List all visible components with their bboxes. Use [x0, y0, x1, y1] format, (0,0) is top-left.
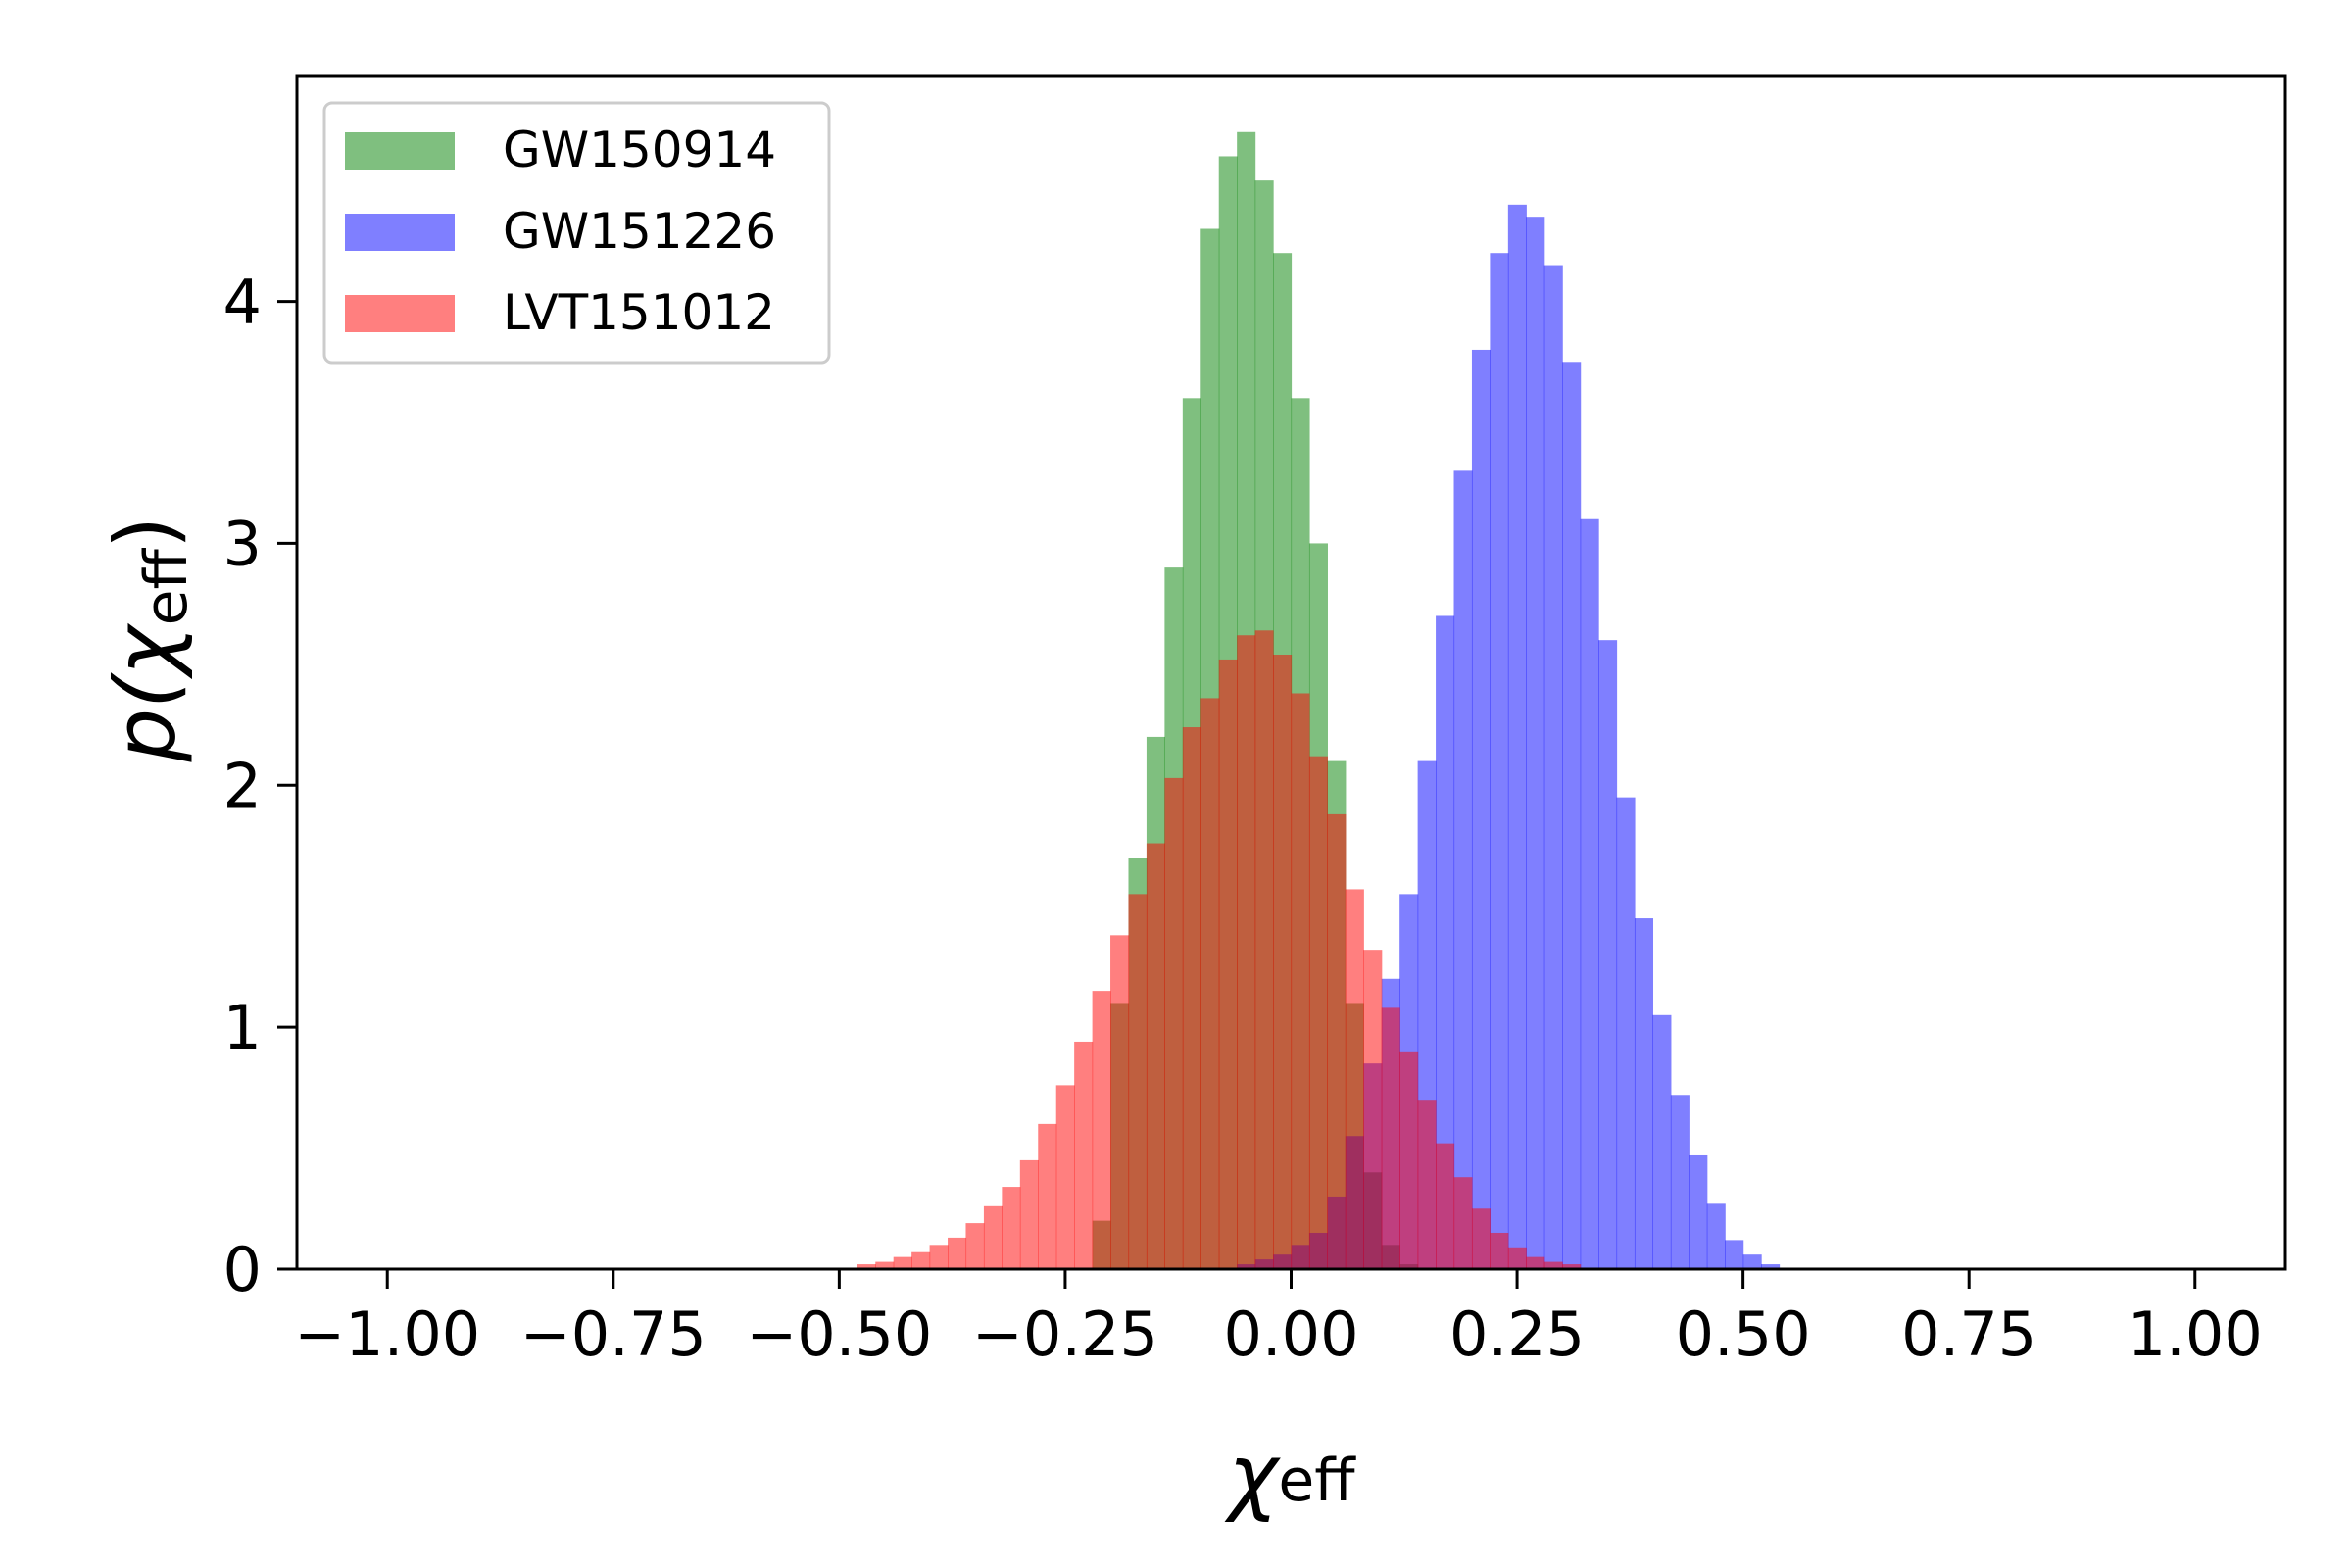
- histogram-bar: [1092, 991, 1111, 1269]
- histogram-bar: [1725, 1240, 1744, 1269]
- x-tick-label: 1.00: [2128, 1298, 2263, 1370]
- histogram-bar: [1544, 1261, 1563, 1269]
- histogram-bar: [1598, 640, 1618, 1269]
- histogram-bar: [1436, 615, 1455, 1269]
- histogram-bar: [1273, 654, 1293, 1269]
- legend-label: LVT151012: [503, 284, 775, 341]
- y-axis-label-subscript: eff: [132, 547, 201, 625]
- legend-label: GW150914: [503, 122, 776, 178]
- histogram-bar: [1471, 349, 1491, 1269]
- y-axis-ticks: 0 1 2 3 4: [223, 267, 297, 1305]
- histogram-bar: [1526, 1256, 1545, 1269]
- y-axis-label-suffix: ): [97, 516, 195, 550]
- histogram-bar: [1453, 1177, 1473, 1269]
- series-lvt151012: [857, 630, 1582, 1269]
- histogram-bar: [1507, 1247, 1527, 1269]
- histogram-bar: [1616, 797, 1636, 1269]
- histogram-bar: [1128, 894, 1148, 1269]
- histogram-bar: [1200, 698, 1220, 1269]
- histogram-bar: [1507, 204, 1527, 1270]
- histogram-bar: [1363, 950, 1383, 1269]
- histogram-bar: [929, 1245, 949, 1269]
- y-tick-label: 2: [223, 750, 262, 821]
- histogram-bar: [1019, 1159, 1039, 1269]
- histogram-bar: [1471, 1208, 1491, 1269]
- histogram-bar: [1002, 1187, 1021, 1269]
- x-tick-label: 0.75: [1901, 1298, 2036, 1370]
- y-tick-label: 4: [223, 267, 262, 338]
- histogram-bar: [1689, 1154, 1708, 1269]
- histogram-bar: [1254, 630, 1274, 1269]
- histogram-bar: [1417, 1100, 1437, 1269]
- histogram-bar: [911, 1251, 931, 1269]
- legend: GW150914 GW151226 LVT151012: [322, 101, 831, 365]
- plot-frame: [295, 74, 2287, 1271]
- histogram-bar: [1562, 1264, 1582, 1269]
- histogram-bar: [1291, 693, 1310, 1269]
- histogram-bar: [1761, 1264, 1781, 1269]
- histogram-bar: [1526, 217, 1545, 1269]
- y-tick-label: 3: [223, 508, 262, 579]
- histogram-bar: [1110, 935, 1130, 1269]
- histogram-bar: [1453, 470, 1473, 1269]
- legend-label: GW151226: [503, 203, 776, 260]
- x-axis-label: χeff: [1224, 1427, 1356, 1525]
- histogram-bar: [1490, 253, 1509, 1270]
- legend-swatch: [345, 295, 455, 332]
- histogram-bar: [1652, 1014, 1672, 1269]
- histogram-bar: [1580, 518, 1599, 1269]
- histogram-bar: [857, 1264, 876, 1269]
- x-axis-label-subscript: eff: [1278, 1446, 1356, 1515]
- y-axis-label-symbol: χ: [97, 622, 195, 679]
- histogram-bar: [948, 1237, 967, 1269]
- histogram-bar: [1327, 813, 1347, 1269]
- histogram-bar: [1381, 1007, 1400, 1269]
- x-tick-label: 0.25: [1449, 1298, 1585, 1370]
- histogram-bar: [893, 1256, 912, 1269]
- histogram-bar: [1237, 635, 1256, 1269]
- x-axis-ticks: −1.00 −0.75 −0.50 −0.25 0.00 0.25 0.50 0.75 1.00: [294, 1269, 2263, 1370]
- histogram-bar: [1345, 889, 1364, 1269]
- histogram-bar: [875, 1261, 895, 1269]
- histogram-bar: [1544, 265, 1563, 1270]
- histogram-bar: [1562, 362, 1582, 1270]
- y-tick-label: 1: [223, 992, 262, 1063]
- x-tick-label: −0.75: [520, 1298, 707, 1370]
- histogram-bar: [983, 1205, 1003, 1269]
- y-tick-label: 0: [223, 1234, 262, 1305]
- x-tick-label: 0.50: [1676, 1298, 1811, 1370]
- histogram-bar: [965, 1223, 985, 1269]
- y-axis-label: p(χeff): [97, 516, 201, 763]
- histogram-bars: [857, 131, 1781, 1270]
- histogram-bar: [1164, 777, 1184, 1269]
- histogram-bar: [1399, 1051, 1419, 1269]
- histogram-bar: [1055, 1085, 1075, 1269]
- y-axis-label-prefix: p(: [97, 672, 195, 763]
- histogram-bar: [1706, 1203, 1726, 1269]
- histogram-bar: [1146, 843, 1165, 1269]
- histogram-bar: [1670, 1095, 1690, 1269]
- legend-swatch: [345, 132, 455, 170]
- histogram-bar: [1436, 1143, 1455, 1269]
- histogram-bar: [1308, 756, 1328, 1269]
- x-tick-label: −0.50: [746, 1298, 932, 1370]
- histogram-bar: [1742, 1254, 1762, 1269]
- histogram-bar: [1074, 1041, 1094, 1269]
- legend-swatch: [345, 214, 455, 251]
- histogram-bar: [1634, 918, 1654, 1269]
- x-tick-label: 0.00: [1223, 1298, 1358, 1370]
- histogram-bar: [1182, 727, 1201, 1269]
- x-tick-label: −0.25: [972, 1298, 1158, 1370]
- x-tick-label: −1.00: [294, 1298, 480, 1370]
- histogram-bar: [1038, 1123, 1057, 1269]
- histogram-bar: [1490, 1232, 1509, 1269]
- x-axis-label-symbol: χ: [1224, 1427, 1281, 1525]
- histogram-bar: [1218, 659, 1238, 1269]
